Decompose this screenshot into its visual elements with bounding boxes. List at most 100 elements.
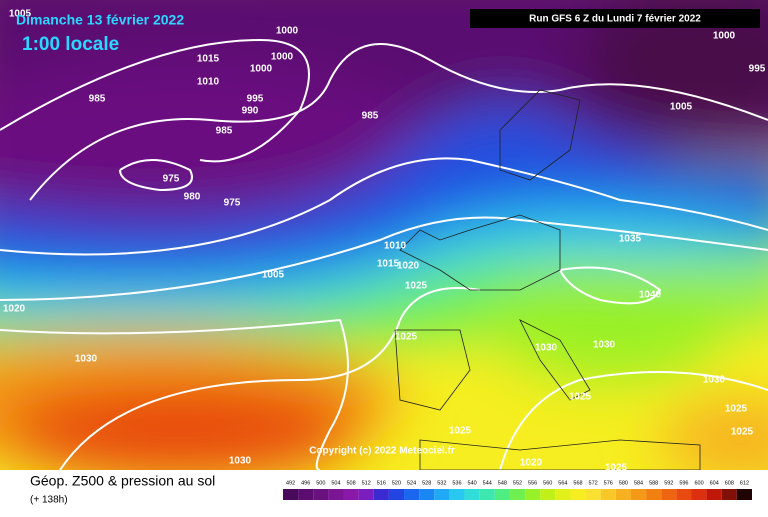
colorbar-label: 568 [573,480,582,486]
colorbar-label: 596 [679,480,688,486]
isobar-label: 1025 [449,426,472,437]
isobar-label: 995 [247,94,264,105]
isobar-label: 1030 [593,340,616,351]
colorbar-swatch [721,489,737,500]
colorbar-label: 496 [301,480,310,486]
isobar-label: 995 [749,64,766,75]
isobars [0,38,768,470]
isobar-label: 1020 [3,304,26,315]
footer-lead: (+ 138h) [30,495,68,506]
colorbar-label: 572 [589,480,598,486]
colorbar-swatch [509,489,526,500]
colorbar-label: 540 [468,480,477,486]
isobar-label: 1025 [405,281,428,292]
colorbar-label: 576 [604,480,613,486]
colorbar-swatch [494,489,510,500]
isobar-label: 1025 [725,404,748,415]
colorbar-swatch [343,489,359,500]
isobar-label: 1030 [703,375,726,386]
isobar-label: 1025 [731,427,754,438]
colorbar-swatch [404,489,420,500]
isobar-label: 975 [163,174,180,185]
colorbar-label: 532 [437,480,446,486]
isobar-label: 975 [224,198,241,209]
colorbar-label: 588 [649,480,658,486]
isobar-label: 1025 [569,392,592,403]
colorbar: 492 496 500 504 508 512 516 520 524 528 532 536 540 5… [283,480,752,500]
isobar-label: 1000 [713,31,736,42]
colorbar-swatch [630,489,647,500]
geopotential-field: 1005100010001015100010109959909859859859… [0,0,768,474]
isobar-labels: 1005100010001015100010109959909859859859… [3,9,766,474]
colorbar-swatch [313,489,329,500]
isobar-label: 1025 [605,463,628,474]
isobar-label: 985 [89,94,106,105]
colorbar-swatch [540,489,556,500]
isobar-label: 1010 [384,241,407,252]
coastlines [394,89,701,470]
colorbar-label: 604 [710,480,719,486]
colorbar-swatch [706,489,722,500]
colorbar-label: 552 [513,480,522,486]
colorbar-label: 556 [528,480,537,486]
colorbar-label: 492 [286,480,295,486]
colorbar-swatch [661,489,677,500]
colorbar-label: 504 [331,480,340,486]
colorbar-swatch [585,489,601,500]
colorbar-label: 520 [392,480,401,486]
run-box [470,9,760,28]
colorbar-label: 544 [483,480,492,486]
colorbar-swatch [736,489,752,500]
isobar-label: 1005 [9,9,32,20]
colorbar-label: 512 [362,480,371,486]
colorbar-swatch [449,489,465,500]
colorbar-swatch [479,489,495,500]
colorbar-swatch [555,489,571,500]
isobar-label: 1005 [670,102,693,113]
isobar-label: 980 [184,192,201,203]
isobar-label: 1040 [639,290,662,301]
colorbar-label: 560 [543,480,552,486]
isobar-label: 1020 [397,261,420,272]
footer-title: Géop. Z500 & pression au sol [30,473,215,489]
isobar-label: 1020 [520,458,543,469]
colorbar-label: 612 [740,480,749,486]
colorbar-label: 500 [316,480,325,486]
isobar-label: 985 [362,111,379,122]
colorbar-label: 584 [634,480,643,486]
run-info: Run GFS 6 Z du Lundi 7 février 2022 [529,14,701,25]
colorbar-label: 528 [422,480,431,486]
colorbar-swatch [676,489,692,500]
colorbar-label: 564 [558,480,567,486]
colorbar-label: 608 [725,480,734,486]
colorbar-label: 548 [498,480,507,486]
colorbar-swatch [691,489,707,500]
colorbar-swatch [298,489,314,500]
colorbar-label: 508 [346,480,355,486]
colorbar-swatch [328,489,344,500]
colorbar-swatch [570,489,586,500]
isobar-label: 1000 [271,52,294,63]
isobar-label: 1030 [75,354,98,365]
copyright: Copyright (c) 2022 Meteociel.fr [309,446,455,457]
colorbar-label: 580 [619,480,628,486]
forecast-time: 1:00 locale [22,34,119,55]
isobar-label: 1015 [197,54,220,65]
colorbar-swatch [464,489,480,500]
isobar-label: 1030 [229,456,252,467]
colorbar-label: 516 [377,480,386,486]
colorbar-swatch [525,489,541,500]
colorbar-swatch [283,489,299,500]
colorbar-swatch [358,489,374,500]
colorbar-label: 536 [452,480,461,486]
forecast-date: Dimanche 13 février 2022 [16,12,184,28]
isobar-label: 1010 [197,77,220,88]
colorbar-swatch [434,489,450,500]
isobar-label: 1000 [250,64,273,75]
isobar-label: 990 [242,106,259,117]
isobar-label: 1035 [619,234,642,245]
colorbar-label: 600 [694,480,703,486]
colorbar-swatch [419,489,435,500]
colorbar-swatch [373,489,389,500]
